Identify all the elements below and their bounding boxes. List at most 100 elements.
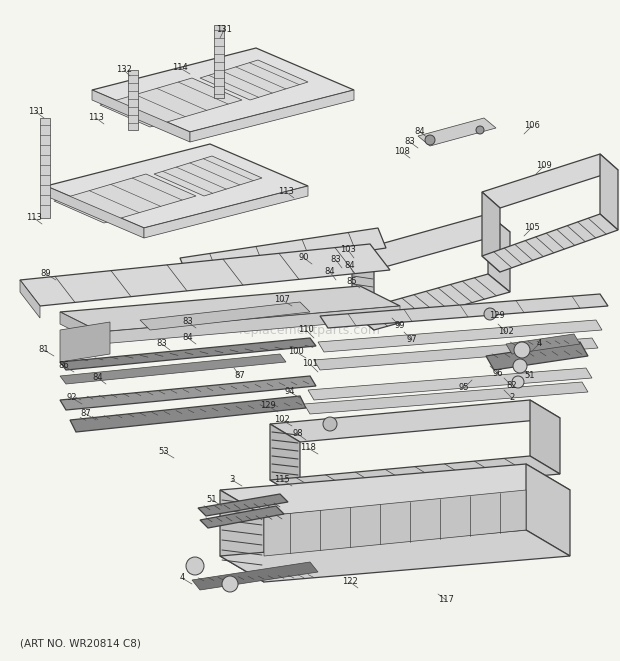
Text: 2: 2 xyxy=(510,393,515,403)
Text: 83: 83 xyxy=(157,340,167,348)
Polygon shape xyxy=(220,490,264,582)
Polygon shape xyxy=(270,424,300,498)
Polygon shape xyxy=(154,156,262,196)
Polygon shape xyxy=(488,214,510,292)
Polygon shape xyxy=(264,490,526,556)
Text: 84: 84 xyxy=(325,268,335,276)
Polygon shape xyxy=(482,192,500,272)
Text: 101: 101 xyxy=(302,360,318,368)
Polygon shape xyxy=(220,464,570,516)
Text: 106: 106 xyxy=(524,122,540,130)
Polygon shape xyxy=(482,154,618,208)
Circle shape xyxy=(425,135,435,145)
Polygon shape xyxy=(214,25,224,98)
Polygon shape xyxy=(100,78,242,127)
Text: 81: 81 xyxy=(38,346,50,354)
Polygon shape xyxy=(318,320,602,352)
Text: 3: 3 xyxy=(229,475,235,485)
Circle shape xyxy=(323,417,337,431)
Polygon shape xyxy=(190,90,354,142)
Text: 129: 129 xyxy=(260,401,276,410)
Text: 107: 107 xyxy=(274,295,290,305)
Text: 84: 84 xyxy=(345,262,355,270)
Circle shape xyxy=(186,557,204,575)
Polygon shape xyxy=(60,376,316,410)
Text: 108: 108 xyxy=(394,147,410,157)
Text: 109: 109 xyxy=(536,161,552,171)
Polygon shape xyxy=(180,228,386,278)
Polygon shape xyxy=(314,338,598,370)
Text: 53: 53 xyxy=(159,447,169,457)
Polygon shape xyxy=(20,244,390,306)
Text: 83: 83 xyxy=(405,137,415,147)
Polygon shape xyxy=(60,286,400,332)
Polygon shape xyxy=(304,382,588,414)
Polygon shape xyxy=(144,186,308,238)
Text: 84: 84 xyxy=(183,334,193,342)
Polygon shape xyxy=(60,312,100,344)
Text: 114: 114 xyxy=(172,63,188,73)
Polygon shape xyxy=(308,368,592,400)
Text: 113: 113 xyxy=(88,114,104,122)
Text: 82: 82 xyxy=(507,381,517,391)
Text: 118: 118 xyxy=(300,444,316,453)
Polygon shape xyxy=(198,494,288,516)
Polygon shape xyxy=(352,274,510,330)
Polygon shape xyxy=(270,456,560,498)
Text: 113: 113 xyxy=(278,188,294,196)
Text: 95: 95 xyxy=(459,383,469,393)
Text: 122: 122 xyxy=(342,578,358,586)
Text: 84: 84 xyxy=(415,128,425,137)
Text: 105: 105 xyxy=(524,223,540,233)
Polygon shape xyxy=(418,118,496,146)
Polygon shape xyxy=(140,302,310,330)
Text: 113: 113 xyxy=(26,214,42,223)
Text: 87: 87 xyxy=(81,410,91,418)
Text: 129: 129 xyxy=(489,311,505,321)
Polygon shape xyxy=(46,186,144,238)
Polygon shape xyxy=(530,400,560,474)
Text: 87: 87 xyxy=(234,371,246,381)
Polygon shape xyxy=(70,396,306,432)
Text: 94: 94 xyxy=(285,387,295,397)
Text: 83: 83 xyxy=(183,317,193,327)
Text: 96: 96 xyxy=(493,369,503,379)
Circle shape xyxy=(222,576,238,592)
Text: 115: 115 xyxy=(274,475,290,485)
Polygon shape xyxy=(220,530,570,582)
Text: 131: 131 xyxy=(28,108,44,116)
Text: 4: 4 xyxy=(536,340,542,348)
Text: 102: 102 xyxy=(274,416,290,424)
Circle shape xyxy=(484,308,496,320)
Polygon shape xyxy=(270,400,560,442)
Polygon shape xyxy=(54,174,196,223)
Text: 98: 98 xyxy=(293,430,303,438)
Text: 117: 117 xyxy=(438,596,454,605)
Polygon shape xyxy=(506,334,580,354)
Polygon shape xyxy=(486,342,588,370)
Polygon shape xyxy=(128,70,138,130)
Text: 4: 4 xyxy=(179,574,185,582)
Text: (ART NO. WR20814 C8): (ART NO. WR20814 C8) xyxy=(20,638,141,648)
Text: 99: 99 xyxy=(395,321,405,330)
Polygon shape xyxy=(60,354,286,384)
Polygon shape xyxy=(200,60,308,100)
Text: 102: 102 xyxy=(498,327,514,336)
Circle shape xyxy=(476,126,484,134)
Text: 83: 83 xyxy=(330,256,342,264)
Text: 85: 85 xyxy=(347,278,357,286)
Text: 89: 89 xyxy=(41,270,51,278)
Polygon shape xyxy=(192,562,318,590)
Text: 51: 51 xyxy=(525,371,535,381)
Text: 86: 86 xyxy=(59,362,69,371)
Text: 103: 103 xyxy=(340,245,356,254)
Polygon shape xyxy=(46,144,308,228)
Text: 90: 90 xyxy=(299,254,309,262)
Polygon shape xyxy=(526,464,570,556)
Polygon shape xyxy=(60,338,316,370)
Polygon shape xyxy=(600,154,618,230)
Text: 51: 51 xyxy=(206,496,217,504)
Circle shape xyxy=(513,359,527,373)
Text: replacementparts.com: replacementparts.com xyxy=(239,324,381,337)
Text: 92: 92 xyxy=(67,393,78,403)
